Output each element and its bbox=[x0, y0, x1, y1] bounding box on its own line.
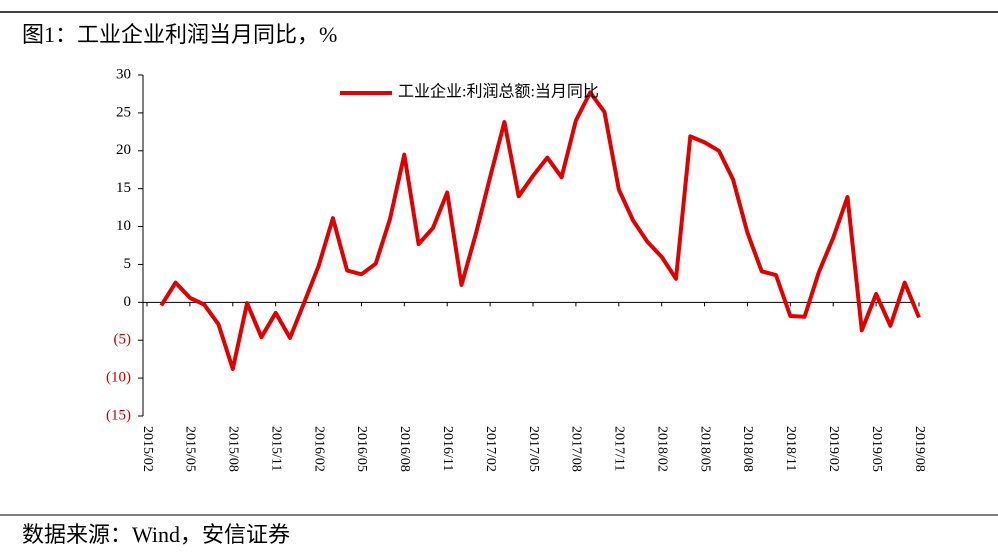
x-tick-label: 2015/05 bbox=[183, 426, 198, 472]
y-tick-label: (10) bbox=[106, 370, 131, 386]
x-tick-label: 2018/08 bbox=[740, 426, 755, 472]
x-tick-label: 2019/05 bbox=[869, 426, 884, 472]
x-tick-label: 2018/05 bbox=[697, 426, 712, 472]
x-tick-label: 2018/02 bbox=[654, 426, 669, 472]
source-note: 数据来源：Wind，安信证券 bbox=[22, 522, 290, 547]
legend-label: 工业企业:利润总额:当月同比 bbox=[398, 83, 599, 101]
x-tick-label: 2015/08 bbox=[226, 426, 241, 472]
data-line bbox=[159, 90, 921, 371]
y-tick-label: 25 bbox=[116, 104, 131, 120]
x-tick-label: 2016/11 bbox=[440, 426, 455, 471]
x-tick-label: 2017/11 bbox=[612, 426, 627, 471]
y-tick-label: 15 bbox=[116, 180, 131, 196]
x-tick-label: 2016/08 bbox=[397, 426, 412, 472]
x-tick-label: 2019/08 bbox=[912, 426, 927, 472]
y-tick-label: 0 bbox=[124, 294, 132, 310]
x-tick-label: 2015/02 bbox=[140, 426, 155, 472]
x-tick-label: 2015/11 bbox=[268, 426, 283, 471]
y-tick-label: 20 bbox=[116, 142, 131, 158]
y-tick-label: 30 bbox=[116, 66, 131, 82]
y-tick-label: (5) bbox=[114, 332, 132, 348]
x-tick-label: 2017/05 bbox=[526, 426, 541, 472]
x-tick-label: 2017/08 bbox=[569, 426, 584, 472]
x-tick-label: 2018/11 bbox=[783, 426, 798, 471]
x-tick-label: 2017/02 bbox=[483, 426, 498, 472]
x-tick-label: 2016/05 bbox=[354, 426, 369, 472]
y-tick-label: (15) bbox=[106, 407, 131, 423]
x-tick-label: 2019/02 bbox=[826, 426, 841, 472]
x-tick-label: 2016/02 bbox=[311, 426, 326, 472]
y-tick-label: 5 bbox=[124, 256, 132, 272]
chart-title: 图1：工业企业利润当月同比，% bbox=[22, 22, 337, 47]
y-tick-label: 10 bbox=[116, 218, 131, 234]
